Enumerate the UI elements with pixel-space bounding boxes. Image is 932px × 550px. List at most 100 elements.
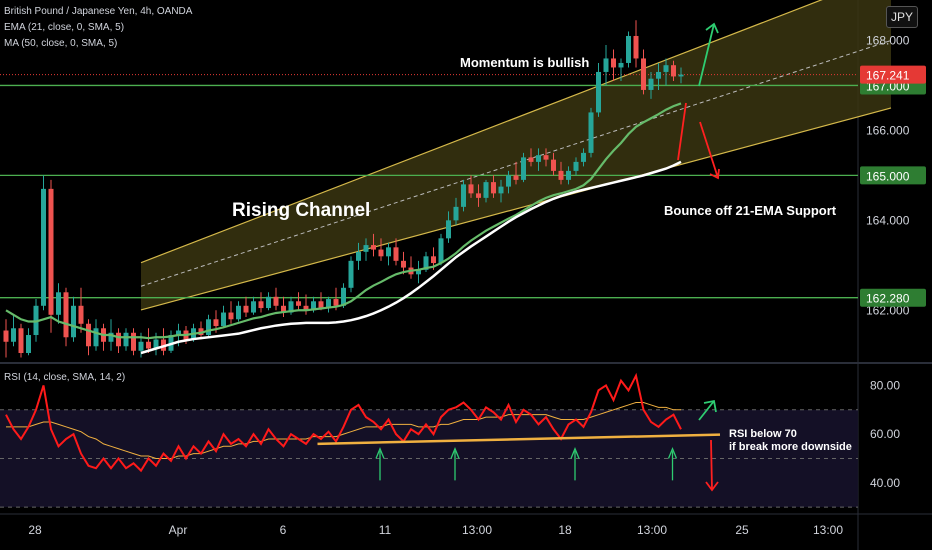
candle-body	[116, 332, 121, 347]
candle-body	[281, 305, 286, 313]
candle-body	[543, 155, 549, 160]
candle-body	[461, 184, 466, 207]
candle-body	[123, 332, 129, 347]
rsi-up-arrow-head	[375, 447, 385, 459]
candle-body	[26, 335, 31, 354]
candle-body	[243, 305, 249, 313]
candle-body	[423, 256, 429, 270]
candle-body	[521, 157, 526, 180]
candle-body	[63, 292, 69, 338]
candle-body	[476, 193, 481, 198]
candle-body	[468, 184, 474, 194]
candle-body	[108, 332, 114, 342]
candle-body	[491, 182, 496, 194]
candle-body	[138, 341, 144, 351]
ma-legend: MA (50, close, 0, SMA, 5)	[4, 38, 118, 49]
symbol-title: British Pound / Japanese Yen, 4h, OANDA	[4, 6, 193, 17]
candle-body	[656, 71, 661, 79]
ema-legend: EMA (21, close, 0, SMA, 5)	[4, 22, 125, 33]
candle-body	[513, 175, 519, 180]
bullish-arrow	[698, 23, 715, 87]
candle-body	[678, 74, 684, 77]
rsi-tick-label: 80.00	[870, 378, 900, 392]
candle-body	[333, 299, 339, 306]
candle-body	[603, 58, 609, 72]
candle-body	[206, 319, 211, 336]
rsi-note-line1: RSI below 70	[729, 428, 797, 440]
price-tick-label: 166.000	[866, 123, 910, 137]
candle-body	[453, 206, 459, 221]
rsi-support-trendline	[317, 433, 721, 446]
candle-body	[303, 305, 309, 311]
rsi-tick-label: 40.00	[870, 476, 900, 490]
candle-body	[363, 245, 369, 252]
rsi-bullish-arrow	[698, 400, 715, 421]
candle-body	[251, 301, 256, 313]
candle-body	[588, 112, 594, 153]
rsi-up-arrow-head	[450, 447, 460, 459]
level-badge-label: 165.000	[866, 169, 910, 183]
candle-body	[446, 220, 451, 239]
candle-body	[393, 247, 399, 261]
candle-body	[3, 330, 9, 342]
ema21-line	[5, 102, 682, 340]
candle-body	[626, 35, 631, 63]
candle-body	[536, 155, 541, 162]
time-tick-label: 25	[735, 523, 749, 537]
rsi-legend: RSI (14, close, SMA, 14, 2)	[4, 372, 126, 383]
candle-body	[506, 175, 511, 187]
candle-body	[566, 170, 571, 180]
time-tick-label: 18	[558, 523, 572, 537]
level-badge-label: 162.280	[866, 292, 910, 306]
rsi-up-arrow-head	[570, 447, 580, 459]
channel-fill	[141, 0, 891, 310]
candle-body	[581, 152, 586, 162]
ma50-line	[140, 160, 682, 355]
candle-body	[318, 301, 324, 309]
candle-body	[431, 256, 436, 264]
channel-lower-border	[140, 107, 892, 311]
candle-body	[78, 305, 84, 324]
time-tick-label: 28	[28, 523, 42, 537]
current-price-badge	[860, 65, 926, 84]
candle-body	[266, 296, 271, 309]
bearish-arrow-2	[699, 121, 719, 179]
candle-body	[378, 249, 384, 257]
candle-body	[236, 305, 241, 320]
candle-body	[71, 305, 76, 338]
candle-body	[416, 269, 421, 275]
candle-body	[438, 238, 444, 264]
time-tick-label: 11	[379, 523, 392, 537]
candle-body	[311, 301, 316, 311]
time-tick-label: 13:00	[462, 523, 492, 537]
rsi-bearish-arrow-head	[705, 481, 719, 492]
candle-body	[326, 299, 331, 309]
candle-body	[341, 287, 346, 306]
candle-body	[401, 260, 406, 268]
time-tick-label: 13:00	[813, 523, 843, 537]
candle-body	[146, 341, 151, 349]
candle-body	[483, 182, 489, 198]
candle-body	[596, 71, 601, 113]
candle-body	[296, 301, 301, 306]
rising-channel-label: Rising Channel	[232, 200, 371, 221]
currency-badge[interactable]: JPY	[886, 6, 918, 28]
candle-body	[176, 330, 181, 336]
rsi-up-arrow-head	[667, 447, 678, 459]
price-tick-label: 162.000	[866, 303, 910, 317]
candle-body	[11, 328, 16, 342]
candle-body	[221, 312, 226, 327]
candle-body	[356, 251, 361, 261]
bearish-arrow-1	[677, 102, 687, 161]
candle-body	[386, 247, 391, 257]
candle-body	[18, 328, 24, 354]
rsi-tick-label: 60.00	[870, 427, 900, 441]
candle-body	[551, 159, 556, 171]
rsi-note-line2: if break more downside	[729, 441, 852, 453]
candle-body	[611, 58, 616, 68]
time-tick-label: 6	[280, 523, 287, 537]
level-badge	[860, 166, 926, 185]
candle-body	[228, 312, 234, 320]
bullish-arrow-head	[705, 22, 719, 34]
